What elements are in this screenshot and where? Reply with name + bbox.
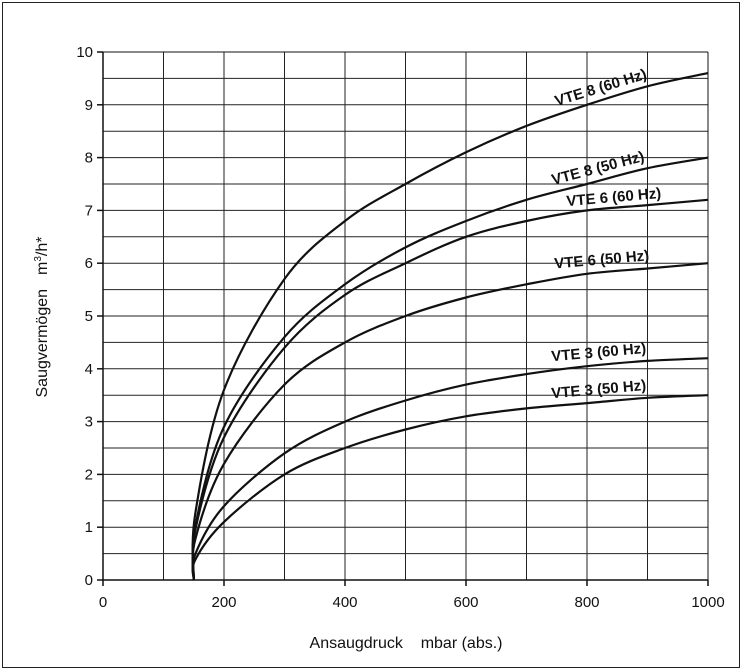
y-tick-label: 0 — [85, 572, 93, 589]
curve-label: VTE 8 (60 Hz) — [553, 66, 649, 110]
x-axis-title: Ansaugdruck mbar (abs.) — [310, 635, 503, 652]
x-tick-label: 1000 — [691, 594, 724, 611]
y-axis-title: Saugvermögenm3/h* — [33, 237, 51, 398]
x-tick-label: 0 — [99, 594, 107, 611]
curve-labels: VTE 8 (60 Hz)VTE 8 (50 Hz)VTE 6 (60 Hz)V… — [550, 66, 662, 402]
y-tick-label: 8 — [85, 150, 93, 167]
curve-vte-6-50-hz — [191, 262, 709, 581]
curve-label: VTE 8 (50 Hz) — [550, 148, 646, 189]
curve-vte-8-50-hz — [191, 156, 709, 581]
curve-vte-8-60-hz — [191, 72, 709, 581]
axes — [97, 51, 709, 586]
y-tick-label: 4 — [85, 361, 93, 378]
y-tick-label: 2 — [85, 466, 93, 483]
curve-vte-3-50-hz — [191, 394, 709, 581]
tick-labels: 0 1 2 3 4 5 6 7 8 9 10 0 200 400 600 800 1000 — [76, 44, 724, 611]
x-tick-label: 800 — [574, 594, 599, 611]
x-tick-label: 600 — [453, 594, 478, 611]
y-tick-label: 1 — [85, 519, 93, 536]
x-tick-label: 200 — [211, 594, 236, 611]
y-tick-label: 3 — [85, 414, 93, 431]
y-tick-label: 6 — [85, 255, 93, 272]
curve-vte-3-60-hz — [191, 357, 709, 581]
curve-vte-6-60-hz — [191, 198, 709, 581]
y-tick-label: 10 — [76, 44, 93, 61]
y-tick-label: 9 — [85, 97, 93, 114]
y-tick-label: 5 — [85, 308, 93, 325]
y-tick-label: 7 — [85, 202, 93, 219]
curves — [191, 72, 709, 581]
x-tick-label: 400 — [332, 594, 357, 611]
